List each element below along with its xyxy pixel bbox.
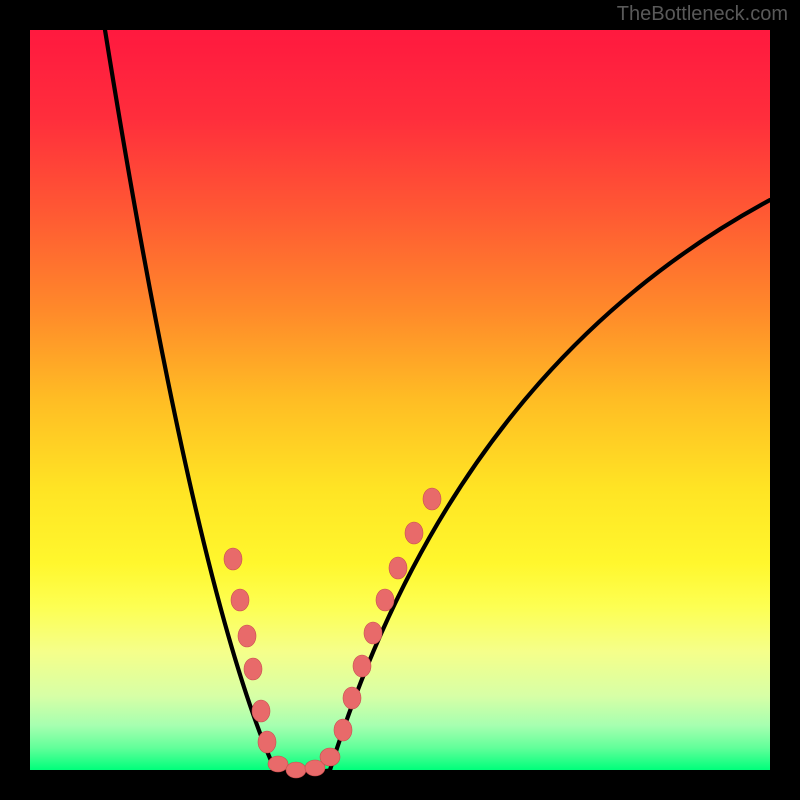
marker-dot (238, 625, 256, 647)
marker-dot (364, 622, 382, 644)
chart-stage: TheBottleneck.com (0, 0, 800, 800)
marker-dot (405, 522, 423, 544)
marker-dot (423, 488, 441, 510)
marker-dot (268, 756, 288, 772)
marker-dot (389, 557, 407, 579)
marker-dot (244, 658, 262, 680)
bottleneck-chart (0, 0, 800, 800)
marker-dot (286, 762, 306, 778)
watermark-text: TheBottleneck.com (617, 3, 788, 26)
marker-dot (343, 687, 361, 709)
marker-dot (252, 700, 270, 722)
marker-dot (353, 655, 371, 677)
plot-area (30, 30, 770, 770)
marker-dot (258, 731, 276, 753)
marker-dot (334, 719, 352, 741)
marker-dot (376, 589, 394, 611)
marker-dot (320, 748, 340, 766)
marker-dot (224, 548, 242, 570)
marker-dot (231, 589, 249, 611)
